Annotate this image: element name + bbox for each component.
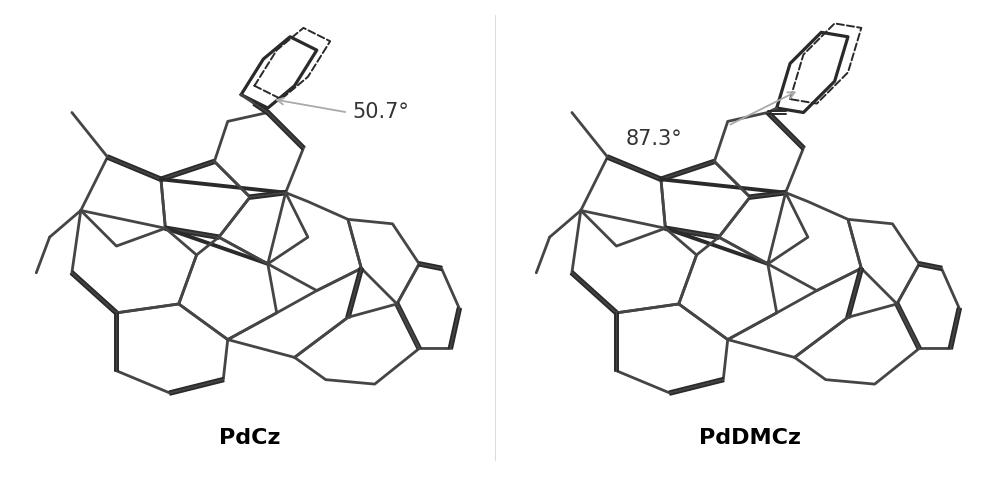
Text: 87.3°: 87.3° <box>625 129 682 149</box>
Text: PdDMCz: PdDMCz <box>699 427 801 448</box>
Text: 50.7°: 50.7° <box>352 103 409 122</box>
Text: PdCz: PdCz <box>219 427 281 448</box>
